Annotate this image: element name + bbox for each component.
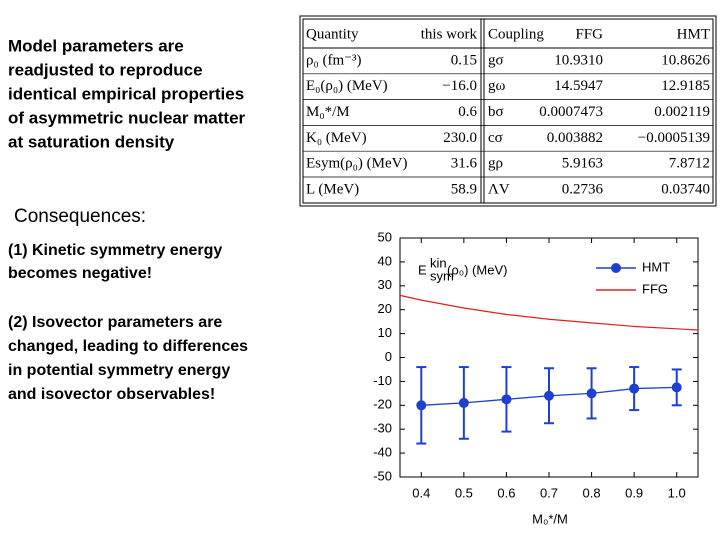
x-axis-label: M₀*/M — [532, 511, 568, 526]
y-tick-label: 30 — [378, 277, 392, 292]
intro-line: of asymmetric nuclear matter — [8, 108, 246, 127]
table-header: this work — [421, 26, 478, 42]
table-border — [299, 15, 717, 207]
table-cell: K₀ (MeV) — [306, 130, 367, 146]
y-label-main: E — [418, 262, 427, 277]
consequences-heading: Consequences: — [14, 206, 146, 227]
intro-line: readjusted to reproduce — [8, 60, 203, 79]
y-label-rest: (ρ₀) (MeV) — [447, 262, 507, 277]
y-label-sub: sym — [430, 268, 454, 283]
point-line: and isovector observables! — [8, 386, 215, 403]
table-header: FFG — [575, 26, 603, 42]
y-tick-label: -50 — [373, 468, 392, 483]
x-tick-label: 0.5 — [455, 485, 473, 500]
y-label-sup: kin — [430, 255, 447, 270]
y-tick-label: 0 — [385, 349, 392, 364]
table-cell: −16.0 — [442, 78, 477, 94]
table-cell: gρ — [488, 156, 503, 172]
x-tick-label: 0.6 — [497, 485, 515, 500]
table-cell: −0.0005139 — [638, 130, 710, 146]
table-cell: 230.0 — [443, 130, 477, 146]
table-border-inner — [302, 18, 714, 204]
table-cell: 0.03740 — [661, 181, 710, 197]
marker — [629, 383, 640, 394]
legend-label: HMT — [642, 259, 670, 274]
y-tick-label: 10 — [378, 325, 392, 340]
table-cell: 31.6 — [451, 156, 478, 172]
point-line: changed, leading to differences — [8, 338, 248, 355]
y-tick-label: -20 — [373, 397, 392, 412]
table-cell: cσ — [488, 130, 503, 146]
table-cell: 58.9 — [451, 181, 477, 197]
table-header: Coupling — [488, 26, 544, 42]
table-cell: 0.2736 — [562, 181, 604, 197]
x-tick-label: 0.7 — [540, 485, 558, 500]
table-cell: gω — [488, 78, 506, 94]
table-cell: Esym(ρ₀) (MeV) — [306, 156, 407, 172]
legend-marker — [611, 263, 621, 273]
point-line: (1) Kinetic symmetry energy — [8, 242, 222, 259]
marker — [416, 400, 427, 411]
intro-line: identical empirical properties — [8, 84, 244, 103]
table-cell: 7.8712 — [669, 156, 710, 172]
table-cell: 12.9185 — [661, 78, 710, 94]
point-line: becomes negative! — [8, 265, 152, 282]
x-tick-label: 0.8 — [583, 485, 601, 500]
intro-line: at saturation density — [8, 132, 175, 151]
table-cell: 5.9163 — [562, 156, 603, 172]
table-cell: ΛV — [488, 181, 510, 197]
table-cell: M₀*/M — [306, 104, 350, 120]
intro-line: Model parameters are — [8, 36, 184, 55]
table-cell: 0.6 — [458, 104, 477, 120]
table-cell: 0.15 — [451, 52, 477, 68]
x-tick-label: 1.0 — [668, 485, 686, 500]
table-cell: L (MeV) — [306, 181, 359, 197]
table-cell: 10.9310 — [554, 52, 603, 68]
marker — [544, 390, 554, 401]
table-cell: ρ₀ (fm⁻³) — [306, 52, 362, 68]
legend-label: FFG — [642, 281, 668, 296]
y-tick-label: -30 — [373, 421, 392, 436]
point-line: (2) Isovector parameters are — [8, 314, 222, 331]
table-cell: 10.8626 — [661, 52, 710, 68]
table-cell: bσ — [488, 104, 504, 120]
table-cell: 14.5947 — [554, 78, 603, 94]
x-tick-label: 0.4 — [412, 485, 430, 500]
series-line — [399, 294, 699, 331]
table-cell: E₀(ρ₀) (MeV) — [306, 78, 388, 94]
marker — [586, 388, 597, 399]
y-tick-label: -40 — [373, 445, 392, 460]
table-header: Quantity — [306, 26, 359, 42]
y-tick-label: -10 — [373, 373, 392, 388]
x-tick-label: 0.9 — [625, 485, 643, 500]
marker — [671, 382, 682, 393]
table-header: HMT — [677, 26, 710, 42]
table-cell: 0.002119 — [654, 104, 710, 120]
point-line: in potential symmetry energy — [8, 362, 230, 379]
y-tick-label: 40 — [378, 253, 392, 268]
table-cell: 0.003882 — [547, 130, 603, 146]
table-cell: 0.0007473 — [539, 104, 603, 120]
marker — [458, 397, 469, 408]
y-tick-label: 20 — [378, 301, 392, 316]
table-cell: gσ — [488, 52, 504, 68]
y-tick-label: 50 — [378, 229, 392, 244]
marker — [501, 394, 512, 405]
